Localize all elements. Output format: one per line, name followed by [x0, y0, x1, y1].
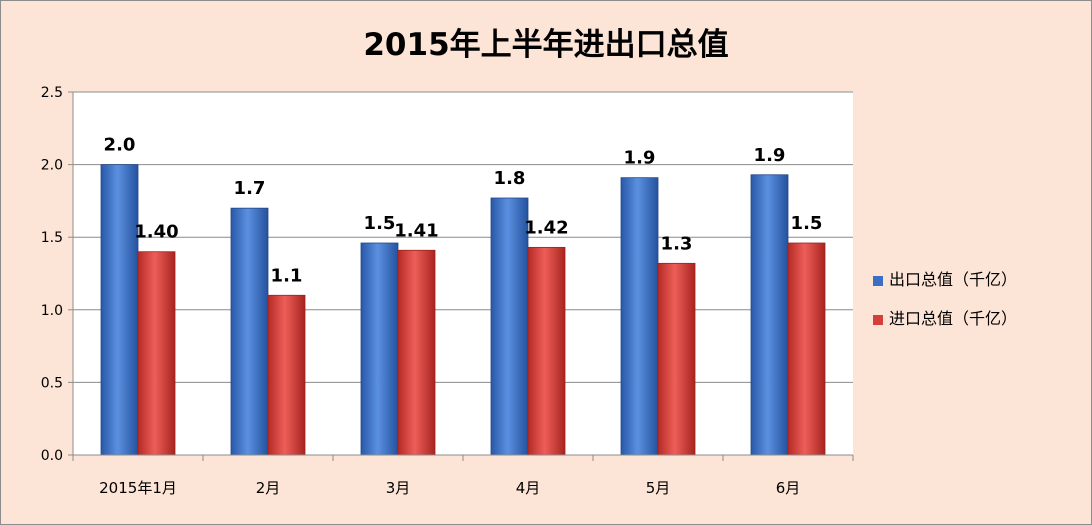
data-label: 1.5	[364, 213, 396, 234]
legend-swatch-import	[873, 314, 883, 325]
bar-import	[137, 251, 176, 456]
plot-area	[73, 92, 853, 455]
legend-item-import: 进口总值（千亿）	[873, 305, 1017, 329]
data-label: 1.9	[754, 145, 786, 166]
x-tick-label: 6月	[776, 479, 801, 497]
data-label: 1.5	[791, 213, 823, 234]
chart-title: 2015年上半年进出口总值	[363, 27, 729, 63]
y-tick-label: 2.5	[41, 85, 63, 101]
x-tick-label: 2015年1月	[99, 479, 177, 497]
data-label: 1.42	[524, 217, 568, 238]
bar-export	[360, 242, 399, 456]
bar-import	[787, 242, 826, 456]
bar-import	[657, 262, 696, 456]
y-tick-label: 0.0	[41, 448, 63, 464]
bar-export	[620, 177, 659, 456]
legend-item-export: 出口总值（千亿）	[873, 266, 1017, 290]
x-tick-label: 3月	[386, 479, 411, 497]
x-tick-label: 4月	[516, 479, 541, 497]
legend-swatch-export	[873, 275, 883, 286]
y-tick-label: 1.5	[41, 230, 63, 246]
legend-label-import: 进口总值（千亿）	[889, 309, 1018, 328]
legend-label-export: 出口总值（千亿）	[889, 270, 1018, 289]
data-label: 1.40	[134, 222, 178, 243]
y-tick-label: 1.0	[41, 303, 63, 319]
y-tick-label: 0.5	[41, 375, 63, 391]
bar-import	[397, 249, 436, 456]
bar-export	[230, 207, 269, 456]
data-label: 2.0	[104, 135, 136, 156]
data-label: 1.1	[271, 265, 303, 286]
bar-export	[100, 164, 139, 456]
data-label: 1.9	[624, 148, 656, 169]
data-label: 1.3	[661, 233, 693, 254]
x-tick-label: 2月	[256, 479, 281, 497]
data-label: 1.7	[234, 178, 266, 199]
bar-export	[490, 197, 529, 456]
bar-import	[267, 294, 306, 456]
bar-export	[750, 174, 789, 456]
data-label: 1.8	[494, 168, 526, 189]
y-tick-label: 2.0	[41, 158, 63, 174]
bar-import	[527, 246, 566, 456]
x-tick-label: 5月	[646, 479, 671, 497]
data-label: 1.41	[394, 220, 438, 241]
